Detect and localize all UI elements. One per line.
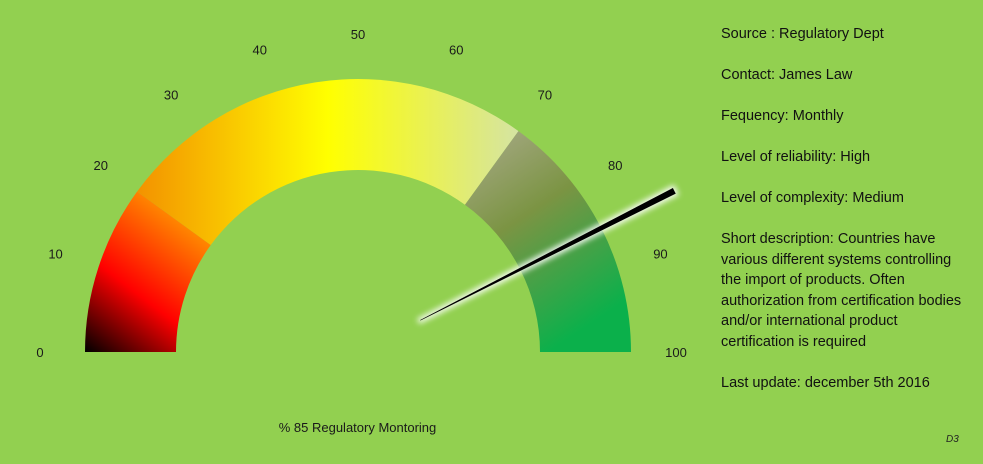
page-tag: D3 [946, 434, 959, 445]
tick-label-50: 50 [351, 27, 365, 42]
gauge-chart: 0 10 20 30 40 50 60 70 80 90 100 [36, 27, 687, 360]
tick-label-20: 20 [93, 158, 107, 173]
tick-label-70: 70 [538, 88, 552, 103]
gauge-band-70-100 [464, 131, 631, 352]
tick-label-40: 40 [252, 43, 266, 58]
tick-label-60: 60 [449, 43, 463, 58]
tick-label-80: 80 [608, 158, 622, 173]
tick-label-90: 90 [653, 247, 667, 262]
gauge-caption: % 85 Regulatory Montoring [278, 420, 437, 435]
complexity-text: Level of complexity: Medium [721, 190, 904, 206]
source-text: Source : Regulatory Dept [721, 26, 884, 42]
gauge-needle [420, 187, 676, 321]
tick-label-30: 30 [164, 88, 178, 103]
reliability-text: Level of reliability: High [721, 149, 871, 165]
info-panel: Source : Regulatory Dept Contact: James … [721, 24, 973, 414]
short-description: Short description: Countries have variou… [721, 231, 962, 350]
gauge-band-0-20 [85, 191, 211, 352]
tick-label-10: 10 [48, 247, 62, 262]
tick-label-100: 100 [665, 345, 687, 360]
last-update-text: Last update: december 5th 2016 [721, 374, 930, 391]
contact-text: Contact: James Law [721, 67, 853, 83]
tick-label-0: 0 [36, 345, 43, 360]
gauge-band-20-70 [137, 79, 519, 246]
frequency-text: Fequency: Monthly [721, 108, 844, 124]
